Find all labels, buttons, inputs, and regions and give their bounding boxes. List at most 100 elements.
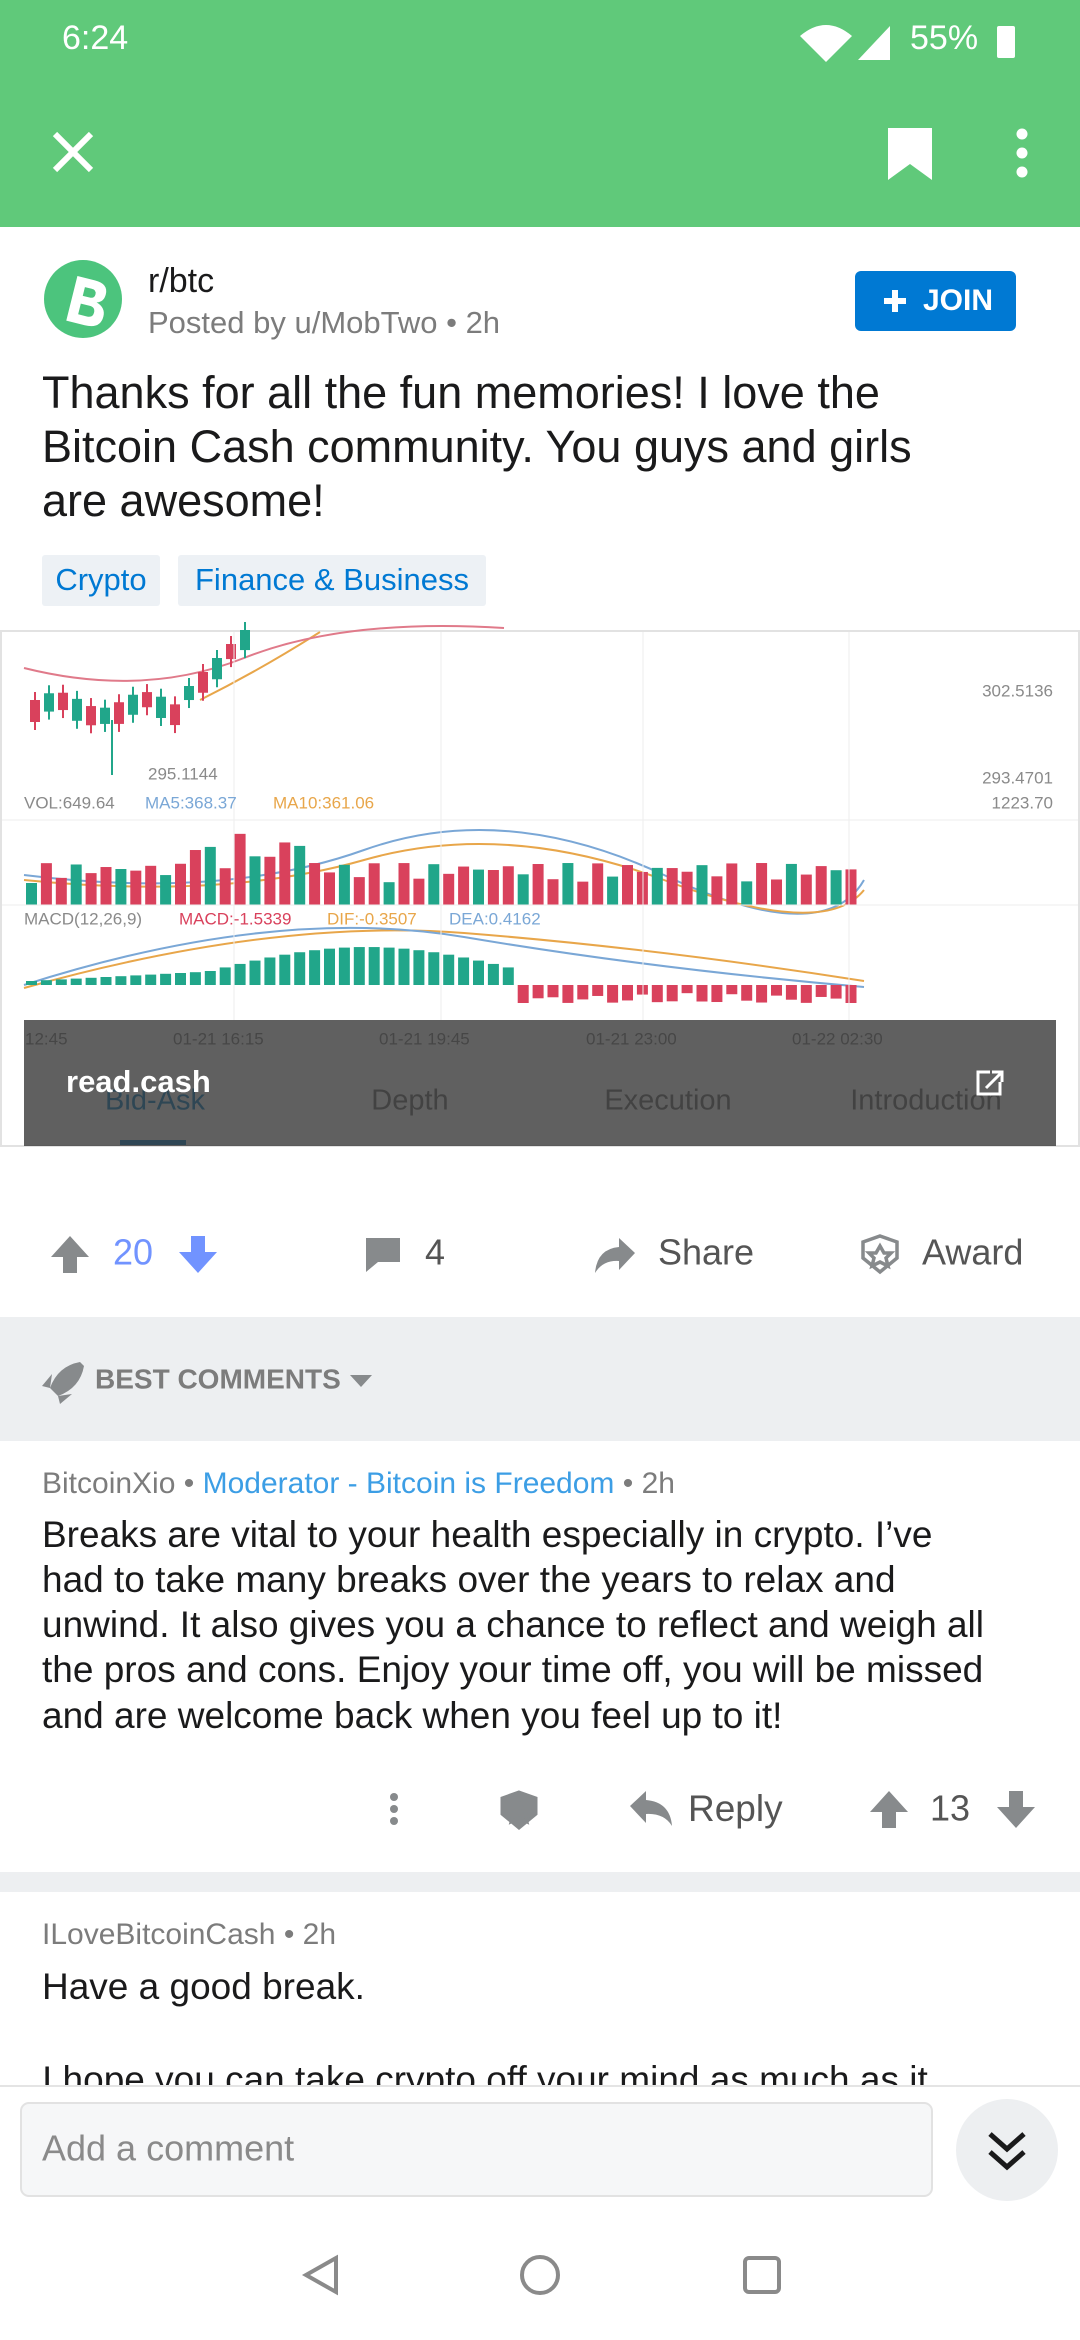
- image-macd-bar: [368, 947, 380, 985]
- join-button[interactable]: JOIN: [855, 271, 1016, 331]
- comment-more-button[interactable]: [390, 1793, 398, 1825]
- image-volume-bar: [696, 865, 708, 905]
- image-volume-bar: [502, 866, 514, 905]
- image-volume-bar: [458, 866, 470, 905]
- comment-input[interactable]: [20, 2102, 933, 2197]
- collapse-icon: [988, 2132, 1026, 2171]
- comment-separator: [0, 1872, 1080, 1892]
- comment-placeholder: Add a comment: [42, 2128, 294, 2169]
- image-volume-bar: [487, 870, 499, 905]
- reply-label[interactable]: Reply: [688, 1788, 783, 1829]
- image-macd-bar: [532, 985, 544, 999]
- post-meta: Posted by u/MobTwo • 2h: [148, 305, 500, 340]
- chart-volume-label: VOL:649.64: [24, 793, 115, 812]
- image-volume-bar: [756, 863, 768, 905]
- image-macd-bar: [145, 974, 157, 985]
- image-volume-bar: [26, 883, 37, 905]
- nav-home[interactable]: [520, 2255, 560, 2295]
- comment-body: Have a good break.: [42, 1966, 365, 2007]
- comment-count[interactable]: 4: [425, 1232, 445, 1273]
- image-macd-bar: [100, 977, 112, 985]
- award-label[interactable]: Award: [922, 1232, 1023, 1273]
- image-macd-bar: [607, 985, 619, 1003]
- image-volume-bar: [681, 871, 693, 905]
- share-label[interactable]: Share: [658, 1232, 754, 1273]
- battery-icon: [997, 26, 1015, 58]
- sort-label[interactable]: BEST COMMENTS: [95, 1363, 341, 1394]
- image-macd-bar: [815, 985, 827, 997]
- image-volume-bar: [473, 869, 484, 905]
- image-volume-bar: [651, 867, 663, 905]
- tag-bg: [178, 555, 486, 606]
- downvote-button[interactable]: [179, 1236, 217, 1273]
- image-volume-bar: [294, 845, 306, 905]
- image-volume-bar: [368, 863, 380, 905]
- image-macd-bar: [40, 980, 52, 985]
- comment-author[interactable]: ILoveBitcoinCash: [42, 1918, 275, 1951]
- image-macd-bar: [622, 985, 633, 1001]
- chart-price-label: 1223.70: [992, 793, 1053, 812]
- comment-award-button[interactable]: [500, 1790, 538, 1830]
- image-volume-bar: [189, 850, 201, 905]
- image-volume-bar: [279, 842, 291, 905]
- image-volume-bar: [741, 881, 753, 905]
- reply-icon[interactable]: [630, 1791, 672, 1826]
- image-macd-bar: [279, 954, 291, 985]
- comment-author[interactable]: BitcoinXio: [42, 1467, 175, 1500]
- image-volume-bar: [175, 863, 186, 905]
- image-macd-bar: [800, 985, 812, 1003]
- chart-macd-label: MACD:-1.5339: [179, 909, 291, 928]
- image-macd-bar: [413, 950, 425, 985]
- bookmark-button[interactable]: [888, 128, 932, 180]
- share-icon[interactable]: [595, 1238, 635, 1273]
- image-macd-bar: [681, 985, 693, 994]
- nav-recents[interactable]: [743, 2256, 781, 2294]
- upvote-button[interactable]: [51, 1236, 89, 1273]
- menu-button[interactable]: [1016, 128, 1028, 178]
- subreddit-name[interactable]: r/btc: [148, 262, 214, 300]
- comment-upvote[interactable]: [870, 1791, 908, 1828]
- image-volume-bar: [145, 865, 157, 905]
- image-macd-bar: [636, 985, 648, 995]
- close-button[interactable]: [52, 131, 94, 173]
- tag[interactable]: Crypto: [55, 562, 146, 597]
- image-volume-bar: [324, 872, 335, 905]
- app-bar: [0, 0, 1080, 227]
- chart-price-label: 293.4701: [982, 768, 1053, 787]
- image-macd-bar: [85, 977, 97, 985]
- nav-back[interactable]: [301, 2254, 338, 2296]
- comment-downvote[interactable]: [997, 1791, 1035, 1828]
- image-macd-bar: [249, 960, 261, 985]
- image-macd-bar: [353, 947, 365, 985]
- image-macd-bar: [26, 981, 37, 985]
- image-macd-bar: [338, 947, 350, 985]
- bitcoin-logo: [66, 275, 107, 327]
- comment-icon[interactable]: [366, 1238, 400, 1272]
- battery-level: 55%: [910, 19, 978, 57]
- image-macd-bar: [517, 985, 529, 1003]
- sort-icon[interactable]: [40, 1362, 84, 1404]
- award-icon[interactable]: [861, 1234, 899, 1275]
- external-link-icon: [976, 1070, 1004, 1096]
- tag[interactable]: Finance & Business: [195, 562, 469, 597]
- image-macd-bar: [726, 985, 738, 995]
- comment-body: had to take many breaks over the years t…: [42, 1559, 896, 1600]
- image-macd-bar: [398, 948, 410, 985]
- image-volume-bar: [413, 878, 425, 905]
- sort-caret[interactable]: [350, 1375, 372, 1387]
- preview-bottom: 12:45 01-21 16:15 01-21 19:45 01-21 23:0…: [24, 1020, 1056, 1146]
- image-line: [199, 631, 321, 701]
- image-volume-bar: [234, 833, 246, 905]
- image-volume-bar: [577, 881, 589, 905]
- tag-bg: [42, 555, 160, 606]
- chart-ma-label: MA5:368.37: [145, 793, 237, 812]
- wifi-icon: [800, 25, 852, 62]
- image-macd-bar: [443, 954, 455, 985]
- image-macd-bar: [309, 950, 321, 985]
- image-volume-bar: [830, 870, 842, 905]
- comment-flair: Moderator - Bitcoin is Freedom: [203, 1467, 615, 1500]
- image-volume-bar: [607, 876, 619, 905]
- image-macd-bar: [70, 978, 82, 985]
- comment-votes: 13: [930, 1788, 970, 1829]
